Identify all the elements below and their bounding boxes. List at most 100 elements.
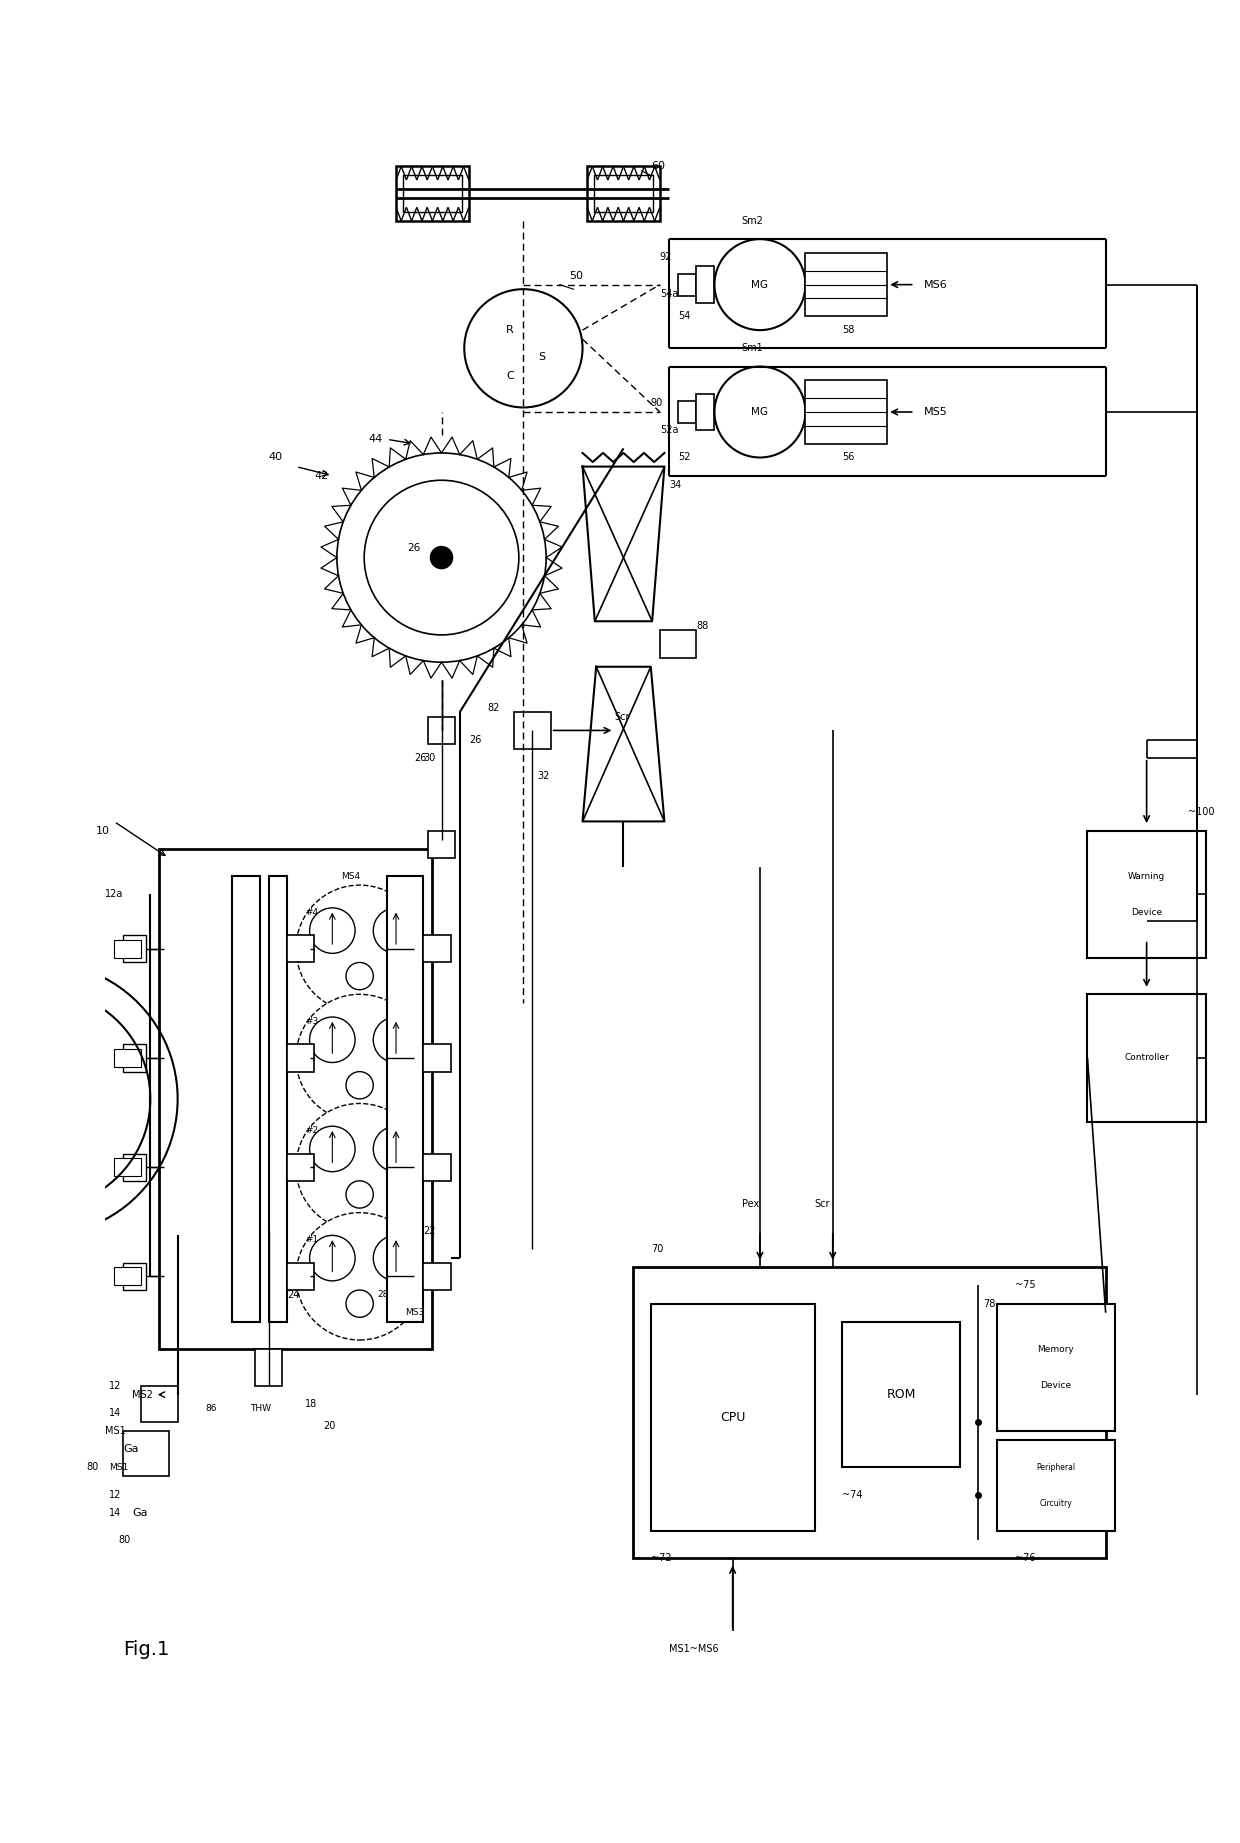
Text: #4: #4 <box>305 909 319 918</box>
Bar <box>428 717 455 745</box>
Bar <box>123 1430 169 1476</box>
Bar <box>123 1154 146 1181</box>
Circle shape <box>310 909 355 953</box>
Bar <box>269 875 286 1321</box>
Text: 54a: 54a <box>660 289 678 299</box>
Text: 12: 12 <box>109 1380 122 1390</box>
Text: 18: 18 <box>305 1399 317 1408</box>
Bar <box>842 1321 960 1467</box>
Bar <box>123 934 146 962</box>
Text: 26: 26 <box>414 752 427 763</box>
Bar <box>286 934 314 962</box>
Text: #1: #1 <box>305 1235 319 1244</box>
Text: 32: 32 <box>537 770 549 781</box>
Text: Device: Device <box>1040 1380 1071 1390</box>
Circle shape <box>346 1071 373 1098</box>
Circle shape <box>296 1213 423 1340</box>
Text: MS2: MS2 <box>133 1390 153 1399</box>
Text: C: C <box>506 370 513 382</box>
Text: 80: 80 <box>119 1535 130 1544</box>
Text: ~74: ~74 <box>842 1489 862 1500</box>
Bar <box>587 166 660 221</box>
Bar <box>160 850 433 1349</box>
Text: Device: Device <box>1131 909 1162 918</box>
Text: 88: 88 <box>697 621 708 630</box>
Text: MG: MG <box>751 407 769 417</box>
Text: 42: 42 <box>314 470 329 481</box>
Bar <box>114 940 141 958</box>
Text: Memory: Memory <box>1038 1345 1074 1353</box>
Text: #2: #2 <box>305 1126 319 1135</box>
Text: 80: 80 <box>87 1461 99 1473</box>
Text: 12: 12 <box>109 1489 122 1500</box>
Text: Ga: Ga <box>123 1445 139 1454</box>
Text: MS6: MS6 <box>924 280 947 289</box>
Bar <box>678 275 697 295</box>
Bar <box>286 1154 314 1181</box>
Text: Sm1: Sm1 <box>742 343 764 354</box>
Text: ~100: ~100 <box>1188 807 1214 816</box>
Text: MS1: MS1 <box>109 1463 129 1473</box>
Text: 34: 34 <box>668 479 681 490</box>
Text: Scr: Scr <box>815 1198 830 1209</box>
Bar <box>123 1045 146 1071</box>
Text: 70: 70 <box>651 1244 663 1253</box>
Text: 50: 50 <box>569 271 583 280</box>
Bar <box>387 875 423 1321</box>
Text: 90: 90 <box>651 398 663 407</box>
Circle shape <box>714 367 806 457</box>
Bar <box>255 1349 283 1386</box>
Circle shape <box>310 1235 355 1281</box>
Text: ROM: ROM <box>887 1388 915 1401</box>
Text: 86: 86 <box>205 1404 217 1414</box>
Circle shape <box>373 1235 419 1281</box>
Text: Scr: Scr <box>614 711 630 722</box>
Text: 12a: 12a <box>105 888 123 899</box>
Text: 54: 54 <box>678 311 691 321</box>
Text: R: R <box>506 324 513 335</box>
Text: MS3: MS3 <box>405 1309 424 1318</box>
Text: 20: 20 <box>324 1421 336 1432</box>
Bar <box>286 1045 314 1071</box>
Text: 14: 14 <box>109 1508 122 1519</box>
Circle shape <box>365 481 518 634</box>
Text: ~72: ~72 <box>651 1554 671 1563</box>
Bar <box>123 1262 146 1290</box>
Circle shape <box>296 993 423 1122</box>
Bar <box>396 166 469 221</box>
Circle shape <box>346 962 373 990</box>
Bar <box>114 1268 141 1285</box>
Circle shape <box>296 1104 423 1231</box>
Text: Sm2: Sm2 <box>742 216 764 227</box>
Text: 24: 24 <box>286 1290 299 1299</box>
Bar <box>423 1045 450 1071</box>
Text: MS5: MS5 <box>924 407 947 417</box>
Text: Peripheral: Peripheral <box>1037 1463 1075 1473</box>
Text: 30: 30 <box>423 752 435 763</box>
Text: ~75: ~75 <box>1014 1281 1035 1290</box>
Text: Warning: Warning <box>1128 872 1166 881</box>
Circle shape <box>714 240 806 330</box>
Text: S: S <box>538 352 546 363</box>
Bar <box>428 831 455 857</box>
Bar <box>594 175 652 212</box>
Text: 26: 26 <box>469 735 481 745</box>
Bar <box>660 630 697 658</box>
Text: 82: 82 <box>487 702 500 713</box>
Bar <box>806 252 888 317</box>
Bar <box>114 1157 141 1176</box>
Text: Circuitry: Circuitry <box>1039 1500 1073 1508</box>
Bar <box>114 1049 141 1067</box>
Text: Fig.1: Fig.1 <box>123 1640 170 1659</box>
Bar <box>423 1154 450 1181</box>
Text: 52a: 52a <box>660 426 678 435</box>
Text: 78: 78 <box>983 1299 996 1309</box>
Circle shape <box>310 1017 355 1063</box>
Circle shape <box>373 909 419 953</box>
Text: MG: MG <box>751 280 769 289</box>
Bar <box>1087 831 1205 958</box>
Text: 56: 56 <box>842 453 854 463</box>
Bar <box>515 711 551 748</box>
Text: Ga: Ga <box>133 1508 148 1519</box>
Text: 14: 14 <box>109 1408 122 1417</box>
